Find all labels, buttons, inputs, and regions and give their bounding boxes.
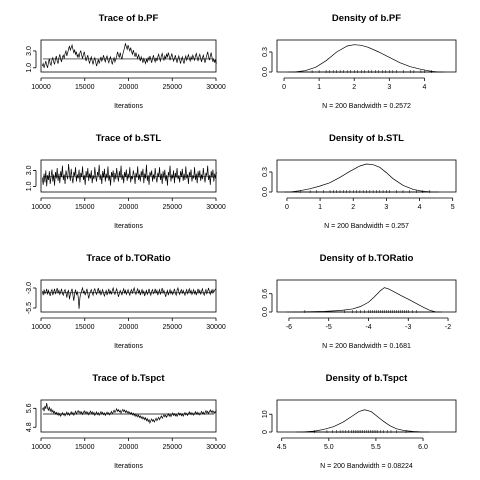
x-tick-label: 30000	[206, 204, 226, 211]
x-tick-label: 30000	[206, 324, 226, 331]
x-tick-label: 10000	[31, 204, 51, 211]
panel-title: Density of b.Tspct	[326, 373, 408, 384]
x-tick-label: -6	[286, 324, 292, 331]
panel-trace-1: Trace of b.STL 10000 15000 20000 25000 30000 I…	[26, 133, 226, 230]
x-tick-label: 25000	[163, 324, 183, 331]
x-axis-label: N = 200 Bandwidth = 0.257	[324, 223, 409, 230]
x-tick-label: 20000	[119, 204, 139, 211]
x-tick-label: -2	[445, 324, 451, 331]
panel-density-3: Density of b.Tspct 4.5 5.0 5.5 6.0 N = 200 Ba…	[262, 373, 457, 470]
x-tick-label: 0	[285, 204, 289, 211]
x-tick-label: 10000	[31, 84, 51, 91]
x-tick-label: 1	[318, 204, 322, 211]
density-curve	[294, 44, 439, 73]
x-tick-label: 25000	[163, 84, 183, 91]
x-tick-label: 0	[282, 84, 286, 91]
y-tick-label: 10	[262, 410, 269, 418]
x-tick-label: 5	[451, 204, 455, 211]
panel-trace-3: Trace of b.Tspct 10000 15000 20000 25000 3000…	[26, 373, 226, 470]
x-axis-label: N = 200 Bandwidth = 0.2572	[322, 103, 411, 110]
y-tick-label: -3.0	[26, 282, 33, 294]
plot-frame	[276, 399, 457, 433]
panel-title: Trace of b.TORatio	[86, 253, 170, 264]
x-tick-label: 15000	[75, 84, 95, 91]
x-tick-label: -4	[365, 324, 371, 331]
x-tick-label: 3	[384, 204, 388, 211]
y-tick-label: 3.0	[26, 46, 33, 56]
x-tick-label: -3	[405, 324, 411, 331]
y-tick-label: 0.3	[262, 47, 269, 57]
panel-title: Trace of b.STL	[96, 133, 162, 144]
x-tick-label: 2	[352, 84, 356, 91]
x-tick-label: 1	[317, 84, 321, 91]
x-tick-label: 10000	[31, 324, 51, 331]
x-tick-label: 15000	[75, 204, 95, 211]
x-axis-label: N = 200 Bandwidth = 0.1681	[322, 343, 411, 350]
plot-frame	[276, 39, 457, 73]
panel-title: Density of b.PF	[332, 13, 401, 24]
y-tick-label: 3.0	[26, 165, 33, 175]
y-tick-label: 0.3	[262, 167, 269, 177]
y-tick-label: 4.8	[26, 422, 33, 432]
trace-line	[41, 43, 217, 68]
panel-density-2: Density of b.TORatio -6 -5 -4 -3 -2 N = 200 Ba…	[262, 253, 457, 350]
density-curve	[292, 287, 437, 313]
x-tick-label: 5.0	[324, 444, 334, 451]
y-tick-label: 0.0	[262, 67, 269, 77]
density-curve	[290, 163, 433, 193]
x-tick-label: -5	[326, 324, 332, 331]
trace-line	[42, 403, 217, 425]
plot-frame	[40, 39, 217, 73]
panel-title: Density of b.STL	[329, 133, 404, 144]
x-axis-label: Iterations	[114, 463, 143, 470]
x-axis-label: Iterations	[114, 103, 143, 110]
x-tick-label: 20000	[119, 324, 139, 331]
y-tick-label: 0.0	[262, 307, 269, 317]
trace-line	[41, 286, 216, 309]
panel-title: Trace of b.PF	[99, 13, 159, 24]
y-tick-label: 0	[262, 430, 269, 434]
y-tick-label: 1.0	[26, 63, 33, 73]
panel-density-1: Density of b.STL 0 1 2 3 4 5 N = 200 Bandwidth …	[262, 133, 457, 230]
plot-frame	[276, 279, 457, 313]
x-axis-label: N = 200 Bandwidth = 0.08224	[320, 463, 413, 470]
trace-line	[41, 163, 217, 187]
x-tick-label: 10000	[31, 444, 51, 451]
x-tick-label: 30000	[206, 444, 226, 451]
panel-title: Trace of b.Tspct	[92, 373, 165, 384]
panel-trace-0: Trace of b.PF 10000 15000 20000 25000 30000 It…	[26, 13, 226, 110]
x-tick-label: 4.5	[277, 444, 287, 451]
plot-frame	[276, 159, 457, 193]
x-axis-label: Iterations	[114, 223, 143, 230]
x-tick-label: 3	[387, 84, 391, 91]
x-tick-label: 20000	[119, 444, 139, 451]
plot-frame	[40, 279, 217, 313]
x-tick-label: 25000	[163, 204, 183, 211]
x-tick-label: 6.0	[418, 444, 428, 451]
x-tick-label: 20000	[119, 84, 139, 91]
x-tick-label: 4	[418, 204, 422, 211]
x-tick-label: 30000	[206, 84, 226, 91]
y-tick-label: 1.0	[26, 181, 33, 191]
y-tick-label: 0.0	[262, 187, 269, 197]
x-tick-label: 15000	[75, 444, 95, 451]
y-tick-label: 5.6	[26, 403, 33, 413]
x-tick-label: 5.5	[371, 444, 381, 451]
y-tick-label: -5.5	[26, 302, 33, 314]
y-tick-label: 0.6	[262, 289, 269, 299]
density-curve	[302, 409, 424, 433]
panel-title: Density of b.TORatio	[320, 253, 414, 264]
x-axis-label: Iterations	[114, 343, 143, 350]
x-tick-label: 25000	[163, 444, 183, 451]
x-tick-label: 15000	[75, 324, 95, 331]
plot-frame	[40, 399, 217, 433]
x-tick-label: 4	[422, 84, 426, 91]
panel-density-0: Density of b.PF 0 1 2 3 4 N = 200 Bandwidth = …	[262, 13, 457, 110]
panel-trace-2: Trace of b.TORatio 10000 15000 20000 25000 30…	[26, 253, 226, 350]
x-tick-label: 2	[351, 204, 355, 211]
